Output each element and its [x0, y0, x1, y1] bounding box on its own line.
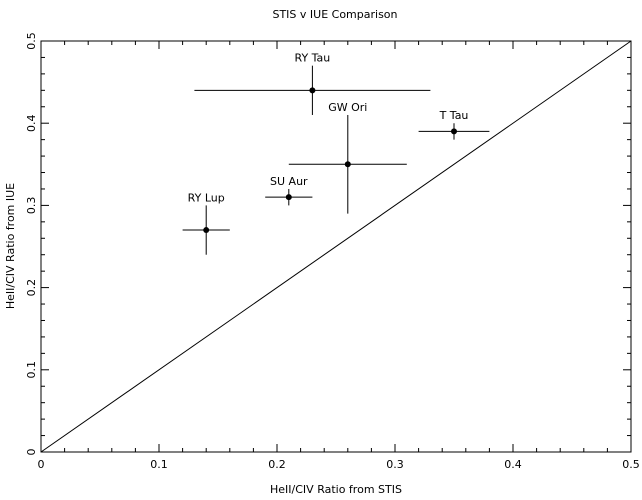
- point-label: T Tau: [439, 109, 469, 122]
- point-label: RY Lup: [188, 191, 225, 204]
- reference-line: [40, 40, 632, 453]
- data-point: [344, 161, 351, 168]
- data-point-group: T Tau: [418, 109, 490, 140]
- data-point-group: RY Tau: [194, 52, 431, 115]
- y-tick-label: 0.3: [25, 197, 38, 215]
- y-axis-label: HeII/CIV Ratio from IUE: [4, 183, 17, 309]
- x-tick-label: 0.1: [150, 458, 168, 471]
- y-tick-label: 0.5: [25, 32, 38, 50]
- data-point: [451, 128, 457, 135]
- x-tick-label: 0.3: [386, 458, 404, 471]
- point-label: GW Ori: [328, 101, 367, 114]
- x-tick-label: 0.2: [268, 458, 286, 471]
- point-label: SU Aur: [270, 175, 308, 188]
- data-point: [285, 194, 292, 201]
- y-tick-label: 0.2: [25, 279, 38, 297]
- data-points: RY Tau T Tau GW Ori SU Aur RY Lup: [182, 52, 490, 255]
- x-tick-label: 0: [38, 458, 45, 471]
- x-tick-label: 0.5: [622, 458, 640, 471]
- y-tick-label: 0.1: [25, 361, 38, 379]
- x-tick-label: 0.4: [504, 458, 522, 471]
- chart-title: STIS v IUE Comparison: [272, 8, 397, 21]
- x-axis: 0 0.1 0.2 0.3 0.4 0.5: [38, 41, 640, 471]
- data-point: [309, 87, 316, 94]
- y-tick-label: 0: [25, 449, 38, 456]
- data-point-group: RY Lup: [182, 191, 230, 255]
- point-label: RY Tau: [295, 52, 331, 65]
- data-point-group: SU Aur: [265, 175, 313, 206]
- data-point-group: GW Ori: [288, 101, 407, 214]
- plot-frame: [40, 40, 632, 453]
- y-tick-label: 0.4: [25, 114, 38, 132]
- y-axis: 0 0.1 0.2 0.3 0.4 0.5: [25, 32, 631, 456]
- data-point: [203, 227, 210, 234]
- x-axis-label: HeII/CIV Ratio from STIS: [270, 483, 402, 496]
